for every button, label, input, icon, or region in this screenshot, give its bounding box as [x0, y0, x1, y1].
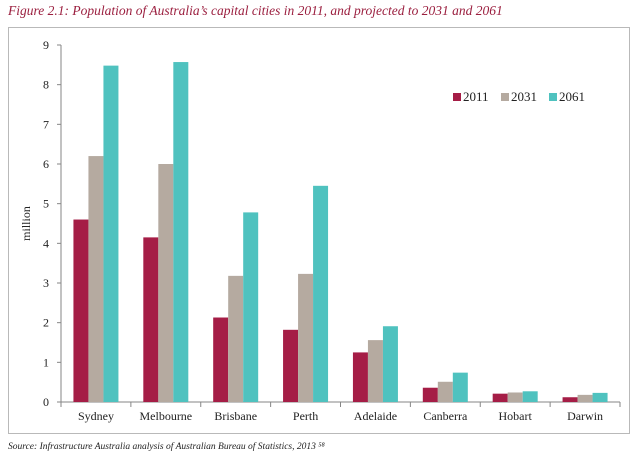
bar-2031-hobart	[507, 392, 523, 402]
legend-label-2011: 2011	[463, 89, 489, 104]
bar-2011-brisbane	[213, 317, 229, 402]
figure-title: Figure 2.1: Population of Australia’s ca…	[8, 3, 503, 18]
y-tick-label: 9	[43, 38, 49, 52]
bar-2011-darwin	[562, 397, 578, 402]
legend: 2011 2031 2061	[453, 89, 585, 104]
bar-2011-canberra	[422, 387, 438, 402]
bar-2061-melbourne	[173, 62, 189, 402]
x-tick-label: Sydney	[78, 409, 114, 423]
x-tick-label: Adelaide	[354, 409, 397, 423]
bar-2031-perth	[298, 273, 314, 402]
y-tick-label: 3	[43, 276, 49, 290]
bar-2011-adelaide	[352, 352, 368, 402]
y-tick-label: 0	[43, 395, 49, 409]
y-tick-label: 1	[43, 355, 49, 369]
bar-2031-brisbane	[228, 275, 244, 402]
y-tick-label: 7	[43, 117, 49, 131]
bar-2011-hobart	[492, 393, 508, 402]
legend-label-2031: 2031	[511, 89, 537, 104]
legend-label-2061: 2061	[559, 89, 585, 104]
y-tick-label: 2	[43, 316, 49, 330]
legend-swatch-2061	[549, 93, 557, 101]
bars	[73, 62, 608, 403]
y-tick-label: 6	[43, 157, 49, 171]
x-tick-label: Darwin	[567, 409, 603, 423]
axes: 0 1 2 3 4 5 6 7 8 9 million Sydney Melbourne Brisbane…	[19, 38, 621, 423]
bar-2011-perth	[283, 329, 299, 402]
bar-2061-sydney	[103, 65, 119, 403]
x-tick-label: Hobart	[499, 409, 533, 423]
y-axis-label: million	[19, 206, 33, 241]
legend-swatch-2031	[501, 93, 509, 101]
y-tick-label: 4	[43, 236, 49, 250]
bar-2061-adelaide	[382, 326, 398, 402]
bar-2061-hobart	[522, 391, 538, 402]
bar-2031-canberra	[437, 381, 453, 402]
bar-2061-darwin	[592, 392, 608, 402]
y-tick-label: 5	[43, 197, 49, 211]
chart-frame	[8, 27, 630, 434]
bar-2031-darwin	[577, 394, 593, 402]
bar-2061-brisbane	[243, 212, 259, 402]
bar-2061-canberra	[452, 372, 468, 402]
legend-swatch-2011	[453, 93, 461, 101]
bar-2031-sydney	[88, 156, 104, 402]
source-note: Source: Infrastructure Australia analysi…	[8, 442, 325, 452]
x-tick-label: Perth	[293, 409, 318, 423]
bar-2011-melbourne	[143, 237, 159, 402]
x-tick-label: Canberra	[423, 409, 468, 423]
y-tick-label: 8	[43, 78, 49, 92]
x-tick-label: Melbourne	[139, 409, 192, 423]
x-tick-label: Brisbane	[214, 409, 257, 423]
bar-2031-adelaide	[367, 340, 383, 402]
bar-2011-sydney	[73, 219, 89, 402]
bar-2031-melbourne	[158, 164, 174, 402]
bar-2061-perth	[313, 185, 329, 402]
